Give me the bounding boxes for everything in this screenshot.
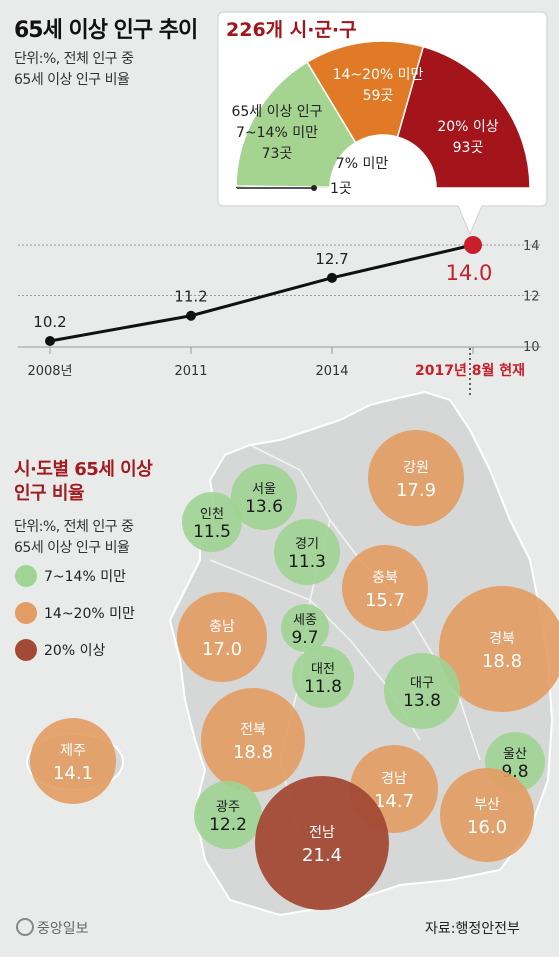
unit-note-1: 단위:%, 전체 인구 중: [14, 51, 134, 67]
region-bubble: [440, 768, 534, 862]
gauge-label-small-count: 1곳: [330, 181, 352, 197]
region-value: 21.4: [302, 845, 342, 866]
x-tick-label: 2008년: [27, 364, 72, 379]
data-point: [186, 310, 196, 321]
gauge-callout: 226개 시·군·구 65세 이상 인구 7~14% 미만 73곳 14~20% 미만 5…: [217, 11, 548, 236]
legend-swatch: [15, 565, 37, 587]
region-name: 강원: [403, 460, 429, 476]
page-title: 65세 이상 인구 추이: [14, 18, 198, 43]
legend-label: 20% 이상: [44, 643, 105, 659]
region-value: 9.7: [291, 628, 318, 648]
region-bubble: [182, 492, 242, 552]
region-name: 경남: [381, 771, 407, 787]
gauge-label-small: 7% 미만: [336, 156, 389, 172]
y-tick-label: 10: [523, 340, 540, 355]
region-value: 14.7: [374, 791, 414, 812]
gauge-marker: [311, 185, 317, 191]
gauge-label-green: 65세 이상 인구 7~14% 미만 73곳: [231, 104, 322, 162]
region-name: 충북: [372, 570, 398, 586]
map-title-1: 시·도별 65세 이상: [14, 459, 153, 480]
region-value: 14.1: [53, 763, 93, 784]
line-chart: 2008년 2011 2014 2017년 8월 현재 10.2 11.2 12.7 14.…: [18, 236, 541, 379]
region-name: 울산: [503, 747, 527, 762]
region-name: 전남: [309, 825, 335, 841]
data-point: [45, 336, 55, 346]
region-value: 13.8: [403, 691, 441, 711]
region-name: 광주: [216, 800, 240, 815]
data-point: [327, 272, 337, 283]
legend-swatch: [15, 602, 37, 624]
data-label: 10.2: [33, 313, 66, 331]
region-value: 18.8: [482, 651, 522, 672]
region-value: 17.9: [396, 480, 436, 501]
data-label: 11.2: [174, 288, 207, 306]
region-value: 13.6: [245, 497, 283, 517]
region-bubble: [201, 688, 305, 792]
region-bubble: [384, 653, 460, 729]
map-title-2: 인구 비율: [14, 483, 85, 504]
region-value: 17.0: [202, 639, 242, 660]
x-tick-label: 2014: [315, 364, 348, 379]
region-bubble: [194, 781, 262, 849]
data-label: 14.0: [446, 261, 493, 285]
gauge-label-red: 20% 이상 93곳: [437, 119, 498, 156]
region-name: 제주: [60, 743, 86, 759]
region-name: 전북: [240, 722, 266, 738]
region-value: 11.5: [193, 522, 231, 542]
region-bubble: [292, 646, 354, 708]
region-name: 대구: [410, 676, 434, 691]
region-value: 18.8: [233, 742, 273, 763]
unit-note-2: 65세 이상 인구 비율: [14, 72, 130, 88]
map-unit-note-2: 65세 이상 인구 비율: [14, 540, 130, 556]
region-bubble: [30, 718, 116, 804]
region-bubble: [255, 776, 389, 910]
y-tick-label: 12: [523, 290, 540, 305]
region-bubble: [342, 545, 428, 631]
region-name: 서울: [252, 482, 276, 497]
gauge-label-orange: 14~20% 미만 59곳: [333, 67, 424, 104]
gauge-slice: [396, 45, 531, 189]
region-bubble: [439, 586, 559, 712]
region-name: 경북: [489, 631, 515, 647]
region-value: 12.2: [209, 815, 247, 835]
legend: 7~14% 미만 14~20% 미만 20% 이상: [15, 565, 135, 661]
data-label: 12.7: [315, 250, 348, 268]
region-name: 세종: [293, 613, 317, 628]
logo-text: 중앙일보: [37, 921, 89, 937]
region-bubble: [368, 430, 464, 526]
trend-line: [49, 243, 474, 343]
region-bubble: [177, 592, 267, 682]
x-tick-label: 2011: [174, 364, 207, 379]
region-value: 11.8: [304, 677, 342, 697]
data-point: [464, 236, 482, 254]
region-name: 경기: [295, 537, 319, 552]
region-bubble: [274, 519, 340, 585]
x-tick-label: 2017년 8월 현재: [415, 362, 525, 379]
legend-swatch: [15, 639, 37, 661]
logo-icon: [16, 918, 34, 936]
region-name: 인천: [200, 507, 224, 522]
gauge-title: 226개 시·군·구: [226, 19, 357, 41]
semicircle-gauge: 226개 시·군·구 65세 이상 인구 7~14% 미만 73곳 14~20% 미만 5…: [226, 19, 531, 197]
region-name: 부산: [474, 797, 500, 813]
region-value: 11.3: [288, 552, 326, 572]
region-bubble: [281, 604, 329, 652]
legend-label: 7~14% 미만: [44, 569, 126, 585]
y-tick-label: 14: [523, 239, 540, 254]
region-name: 충남: [209, 619, 235, 635]
logo: 중앙일보: [16, 918, 89, 938]
map-unit-note-1: 단위:%, 전체 인구 중: [14, 519, 134, 535]
region-bubble: [231, 464, 297, 530]
region-value: 16.0: [467, 817, 507, 838]
region-value: 15.7: [365, 590, 405, 611]
source-credit: 자료:행정안전부: [425, 921, 520, 937]
legend-label: 14~20% 미만: [44, 606, 135, 622]
region-name: 대전: [311, 662, 335, 677]
